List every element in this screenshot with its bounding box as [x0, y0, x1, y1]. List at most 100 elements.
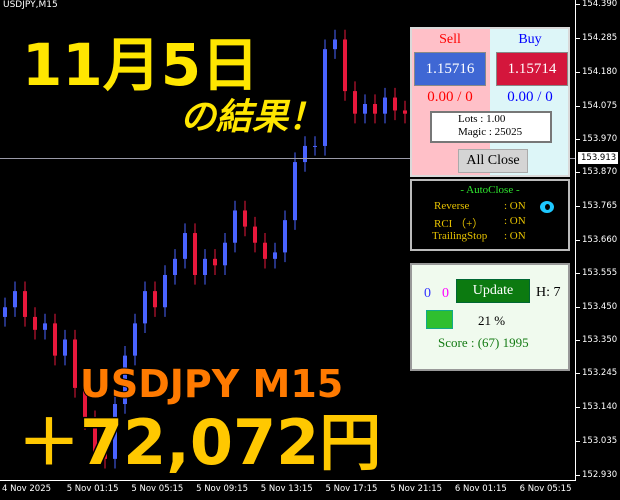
- price-tick-label: 153.660: [575, 234, 618, 245]
- candle-body: [223, 242, 227, 266]
- candle-body: [143, 291, 147, 324]
- price-tick-label: 153.450: [575, 302, 618, 313]
- candle-body: [373, 104, 377, 114]
- time-tick-label: 6 Nov 05:15: [519, 484, 572, 494]
- candle-body: [123, 355, 127, 405]
- price-tick-label: 154.285: [575, 32, 618, 43]
- candle-body: [313, 145, 317, 147]
- candle-body: [53, 323, 57, 356]
- candle-body: [133, 323, 137, 356]
- candle-body: [263, 242, 267, 259]
- status-panel: 0 0 Update H: 7 21 % Score : (67) 1995: [410, 263, 570, 371]
- candle-body: [403, 110, 407, 114]
- current-price-line: [0, 158, 576, 159]
- candle-body: [163, 274, 167, 308]
- price-tick-label: 154.180: [575, 66, 618, 77]
- progress-indicator: [426, 310, 453, 329]
- row-label: Reverse: [434, 200, 470, 212]
- price-tick-label: 153.350: [575, 334, 618, 345]
- candle-body: [83, 387, 87, 421]
- candle-body: [293, 162, 297, 221]
- time-axis: [0, 480, 576, 481]
- trade-panel: Sell Buy 1.15716 1.15714 0.00 / 0 0.00 /…: [410, 27, 570, 177]
- candle-body: [93, 420, 97, 453]
- sell-pnl: 0.00 / 0: [427, 89, 473, 105]
- time-tick-label: 6 Nov 01:15: [454, 484, 507, 494]
- candle-body: [343, 39, 347, 92]
- candle-body: [113, 404, 117, 459]
- sell-title: Sell: [439, 32, 461, 47]
- row-value: : ON: [504, 200, 526, 212]
- autoclose-panel: - AutoClose - Reverse : ON RCI （+） : ON Tr…: [410, 179, 570, 251]
- candle-body: [3, 307, 7, 317]
- price-tick-label: 152.930: [575, 470, 618, 480]
- row-value: : ON: [504, 230, 526, 242]
- candle-body: [253, 226, 257, 243]
- candle-body: [33, 316, 37, 330]
- candle-body: [193, 233, 197, 275]
- sell-button[interactable]: 1.15716: [414, 52, 486, 86]
- price-tick-label: 153.245: [575, 368, 618, 379]
- price-tick-label: 153.870: [575, 166, 618, 177]
- row-value: : ON: [504, 215, 526, 227]
- time-tick-label: 5 Nov 13:15: [260, 484, 313, 494]
- score-value: Score : (67) 1995: [438, 335, 529, 350]
- price-tick-label: 153.140: [575, 402, 618, 413]
- candle-body: [243, 210, 247, 227]
- price-axis: [575, 0, 576, 480]
- buy-title: Buy: [518, 32, 542, 47]
- count-magenta: 0: [442, 286, 449, 301]
- candle-body: [283, 220, 287, 253]
- symbol-label: USDJPY,M15: [3, 0, 58, 10]
- price-tick-label: 153.035: [575, 436, 618, 447]
- candle-body: [73, 339, 77, 388]
- price-tick-label: 154.390: [575, 0, 618, 9]
- candle-body: [103, 452, 107, 459]
- overlay-result: の結果！: [178, 96, 325, 140]
- time-tick-label: 5 Nov 01:15: [66, 484, 119, 494]
- autoclose-row-reverse: Reverse : ON: [434, 200, 526, 212]
- time-tick-label: 5 Nov 09:15: [196, 484, 248, 494]
- time-tick-label: 5 Nov 05:15: [131, 484, 184, 494]
- row-label: RCI （+）: [434, 218, 484, 230]
- overlay-date: 11月5日: [20, 30, 260, 101]
- lots-magic-box: Lots : 1.00 Magic : 25025: [430, 111, 552, 143]
- percent-value: 21 %: [478, 313, 506, 328]
- candle-body: [363, 104, 367, 114]
- candle-body: [63, 339, 67, 356]
- count-blue: 0: [424, 286, 431, 301]
- candle-body: [203, 258, 207, 275]
- update-button[interactable]: Update: [456, 279, 530, 303]
- candle-body: [383, 97, 387, 114]
- candle-body: [273, 252, 277, 259]
- price-tick-label: 153.555: [575, 268, 618, 279]
- autoclose-title: - AutoClose -: [460, 184, 520, 196]
- current-price-label: 153.913: [578, 152, 618, 164]
- candle-body: [303, 145, 307, 163]
- candle-body: [23, 291, 27, 317]
- autoclose-row-trailing: TrailingStop : ON: [432, 230, 526, 242]
- overlay-profit: ＋72,072円: [16, 405, 382, 481]
- price-tick-label: 153.765: [575, 200, 618, 211]
- status-dot-icon[interactable]: [540, 201, 554, 213]
- candle-body: [173, 258, 177, 275]
- candle-body: [213, 258, 217, 266]
- row-label: TrailingStop: [432, 230, 488, 242]
- buy-button[interactable]: 1.15714: [496, 52, 568, 86]
- time-tick-label: 4 Nov 2025: [2, 484, 52, 494]
- candle-body: [153, 291, 157, 308]
- price-tick-label: 154.075: [575, 100, 618, 111]
- autoclose-row-rci: RCI （+） : ON: [434, 215, 526, 231]
- overlay-pair: USDJPY M15: [79, 361, 344, 407]
- candle-body: [43, 323, 47, 330]
- h-value: H: 7: [536, 285, 561, 300]
- buy-pnl: 0.00 / 0: [507, 89, 553, 105]
- candlestick-chart: [3, 29, 407, 469]
- price-tick-label: 153.970: [575, 134, 618, 145]
- all-close-button[interactable]: All Close: [458, 149, 528, 173]
- time-tick-label: 5 Nov 21:15: [390, 484, 443, 494]
- candle-body: [393, 97, 397, 111]
- candle-body: [183, 233, 187, 259]
- candle-body: [233, 210, 237, 243]
- magic-value: Magic : 25025: [458, 126, 523, 138]
